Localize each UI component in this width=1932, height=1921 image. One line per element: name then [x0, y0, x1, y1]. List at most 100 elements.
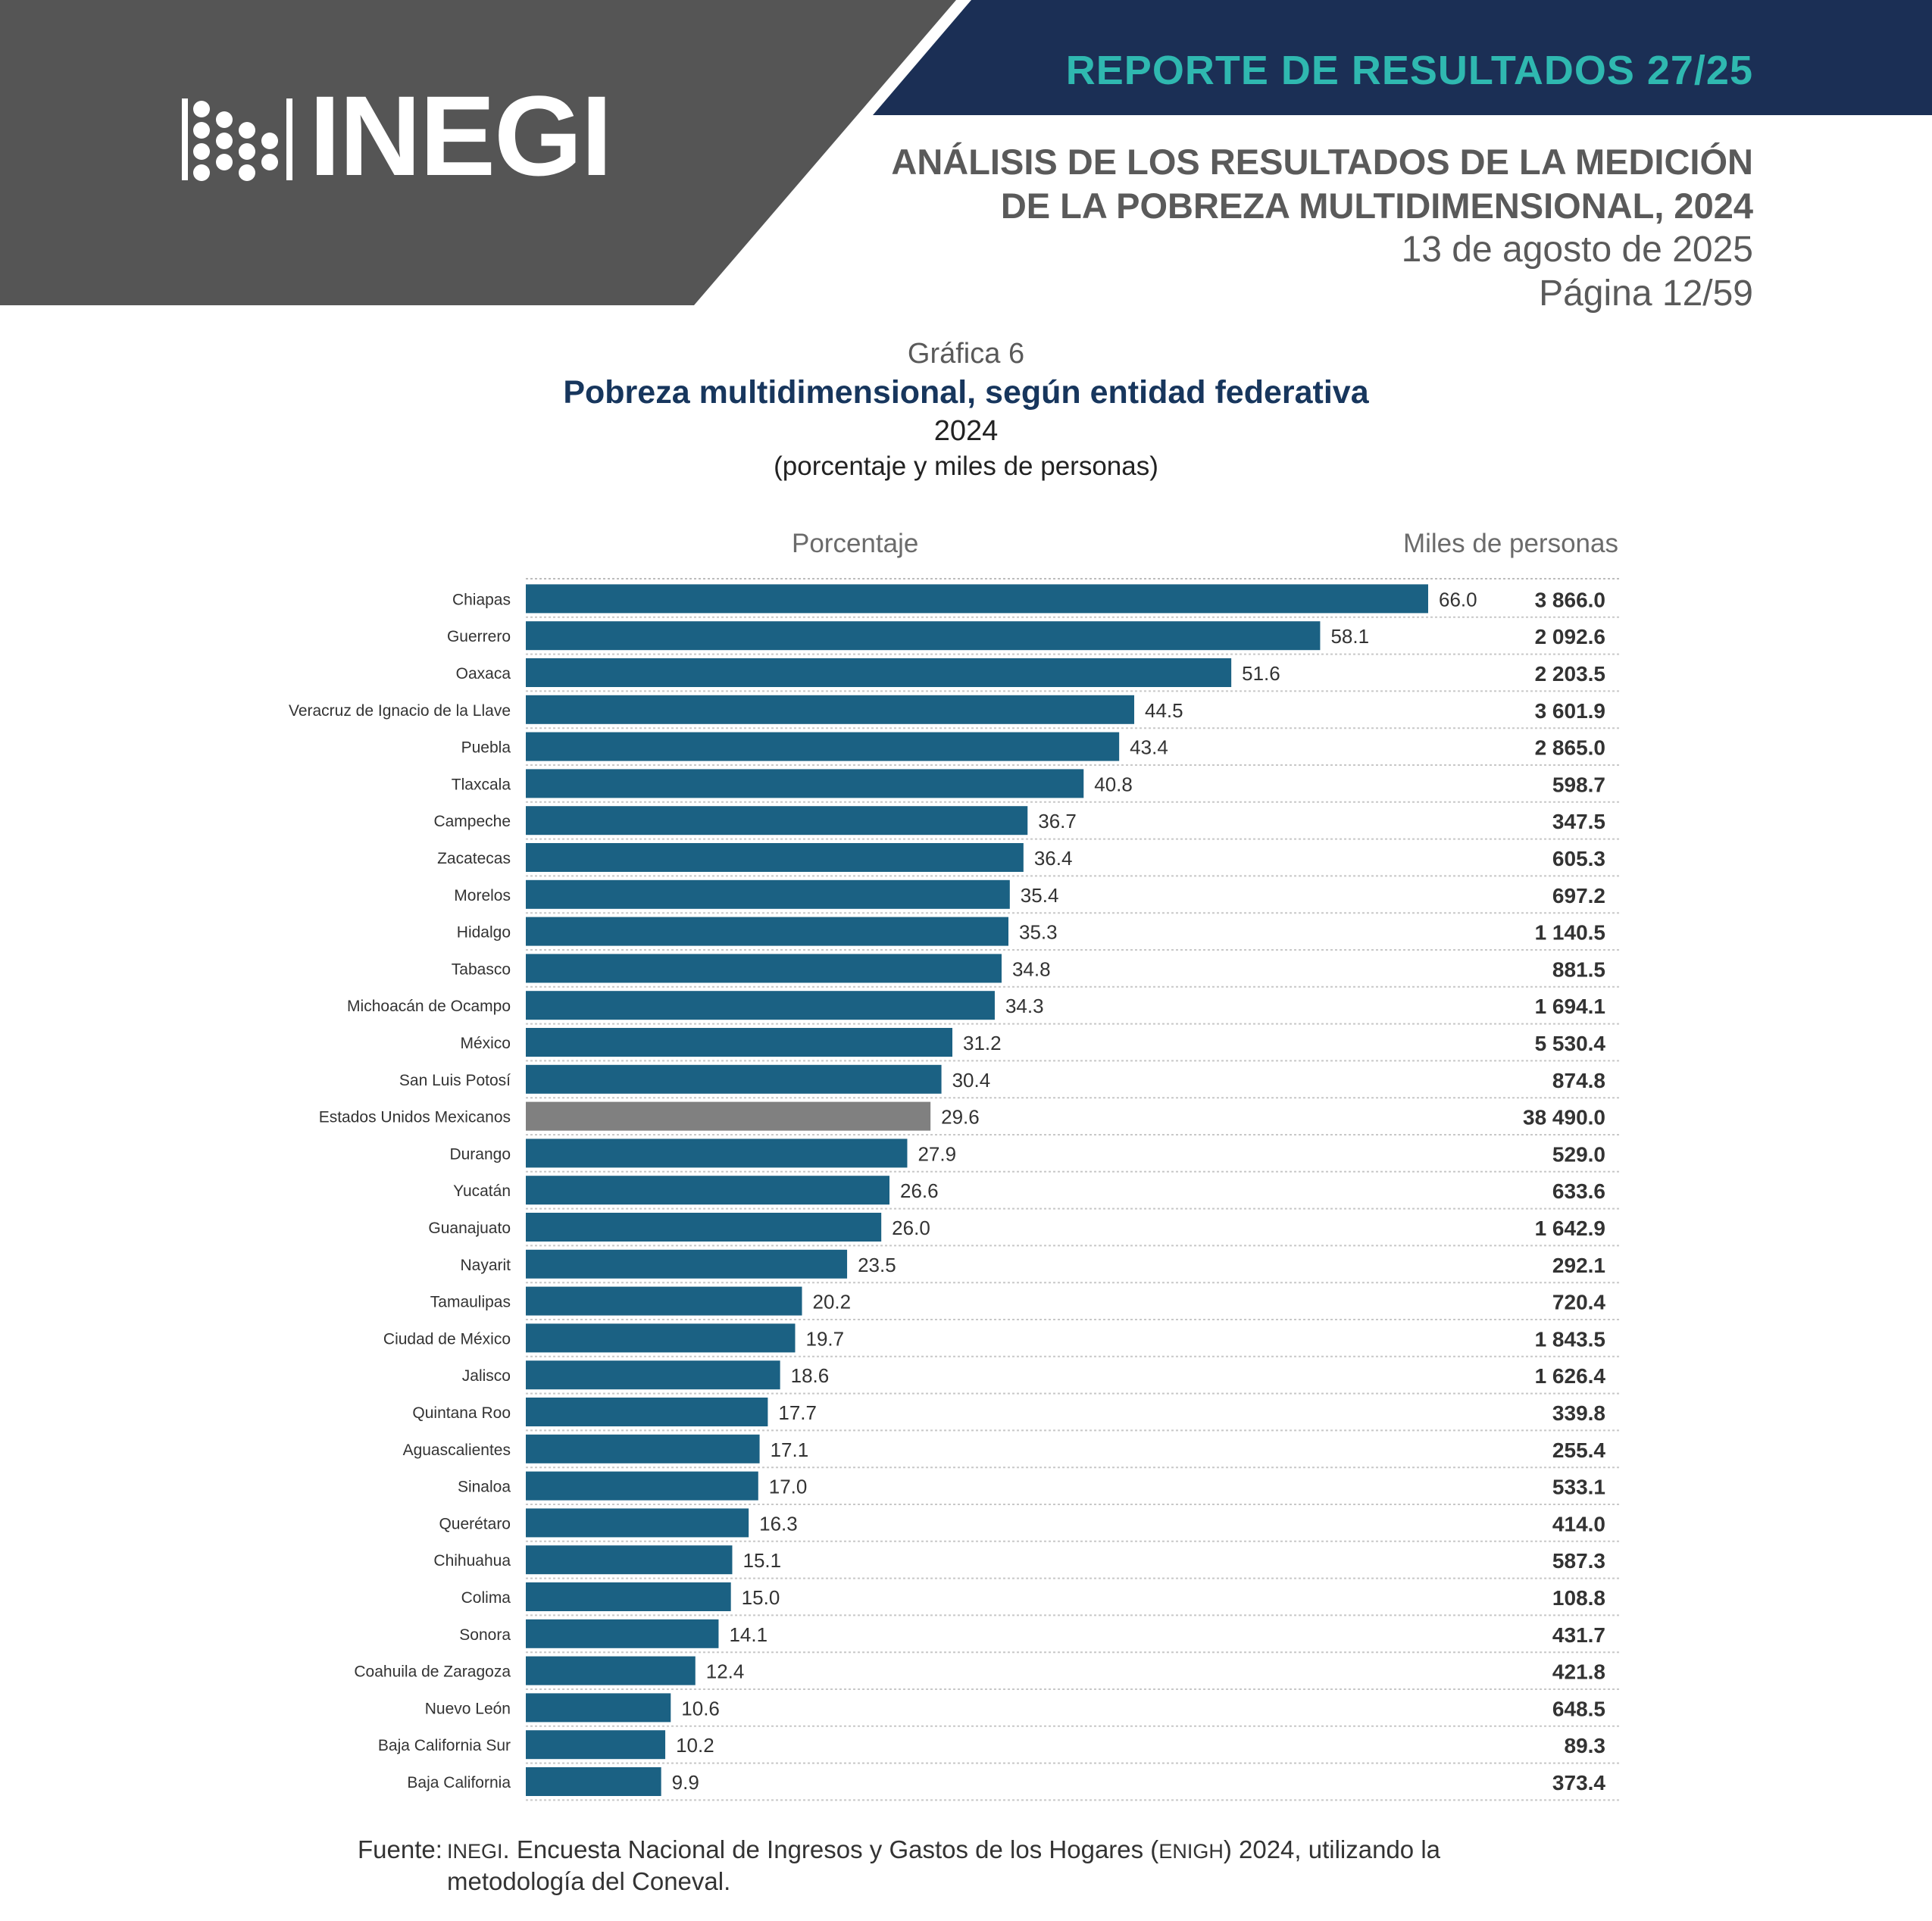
category-label: Tabasco	[452, 960, 511, 978]
category-label: Guerrero	[447, 628, 511, 645]
bar	[526, 879, 1010, 909]
percentage-label: 17.7	[778, 1401, 817, 1424]
bar	[526, 1323, 796, 1353]
category-label: Nayarit	[460, 1257, 511, 1274]
miles-label: 881.5	[1552, 957, 1605, 981]
percentage-label: 58.1	[1330, 625, 1369, 648]
category-label: Sonora	[459, 1626, 511, 1644]
miles-label: 1 642.9	[1535, 1217, 1605, 1240]
miles-label: 2 203.5	[1535, 662, 1605, 686]
percentage-label: 16.3	[759, 1512, 798, 1535]
navy-header-band	[873, 0, 1932, 115]
bar	[526, 1101, 931, 1131]
bar	[526, 1213, 882, 1242]
bar	[526, 1139, 908, 1168]
category-label: Durango	[449, 1145, 511, 1163]
percentage-label: 17.1	[771, 1438, 809, 1461]
miles-label: 292.1	[1552, 1254, 1605, 1277]
miles-label: 2 865.0	[1535, 736, 1605, 760]
category-label: Baja California	[407, 1774, 511, 1791]
bar	[526, 1176, 890, 1205]
bar	[526, 621, 1321, 651]
miles-label: 1 843.5	[1535, 1327, 1605, 1351]
miles-label: 3 866.0	[1535, 588, 1605, 611]
bar	[526, 695, 1135, 724]
chart-caption: Gráfica 6	[907, 338, 1025, 370]
percentage-label: 20.2	[813, 1291, 852, 1313]
category-label: Quintana Roo	[412, 1404, 511, 1422]
miles-label: 1 694.1	[1535, 995, 1605, 1018]
percentage-label: 26.0	[892, 1217, 930, 1239]
bar	[526, 732, 1120, 761]
percentage-label: 51.6	[1242, 662, 1280, 685]
percentage-label: 34.8	[1012, 957, 1051, 980]
category-label: Yucatán	[453, 1182, 511, 1200]
miles-label: 5 530.4	[1535, 1032, 1606, 1055]
miles-label: 431.7	[1552, 1623, 1605, 1647]
percentage-label: 36.4	[1034, 847, 1073, 870]
percentage-label: 44.5	[1145, 699, 1183, 722]
category-label: Baja California Sur	[378, 1737, 511, 1754]
bar	[526, 1767, 661, 1796]
percentage-label: 31.2	[963, 1032, 1002, 1054]
bar	[526, 1619, 719, 1648]
percentage-label: 19.7	[805, 1327, 844, 1350]
percentage-label: 14.1	[729, 1623, 767, 1646]
bar	[526, 1545, 733, 1575]
bar	[526, 1730, 666, 1760]
bar	[526, 1693, 671, 1723]
source-org: INEGI	[447, 1840, 503, 1863]
category-label: Morelos	[454, 887, 511, 904]
category-label: Ciudad de México	[383, 1330, 511, 1348]
chart-title: Pobreza multidimensional, según entidad …	[563, 374, 1369, 411]
percentage-label: 10.2	[676, 1734, 714, 1757]
miles-label: 605.3	[1552, 847, 1605, 870]
percentage-label: 66.0	[1439, 588, 1477, 611]
miles-label: 347.5	[1552, 810, 1605, 833]
category-label: San Luis Potosí	[399, 1072, 511, 1089]
chart-units: (porcentaje y miles de personas)	[774, 451, 1158, 481]
miles-label: 1 140.5	[1535, 921, 1605, 945]
bar	[526, 1471, 758, 1501]
report-title-line-2: DE LA POBREZA MULTIDIMENSIONAL, 2024	[1000, 186, 1753, 226]
miles-label: 720.4	[1552, 1291, 1605, 1314]
percentage-label: 18.6	[791, 1364, 830, 1387]
category-label: Veracruz de Ignacio de la Llave	[289, 702, 511, 720]
bar	[526, 1398, 768, 1426]
bar	[526, 1656, 696, 1685]
category-label: Tamaulipas	[430, 1294, 511, 1311]
page-number: Página 12/59	[1539, 273, 1753, 314]
percentage-label: 10.6	[681, 1697, 720, 1720]
percentage-label: 12.4	[706, 1660, 745, 1683]
bar	[526, 843, 1024, 872]
miles-label: 414.0	[1552, 1512, 1605, 1535]
source-text-a: . Encuesta Nacional de Ingresos y Gastos…	[502, 1835, 1159, 1863]
report-tag: REPORTE DE RESULTADOS 27/25	[1065, 48, 1753, 93]
bar	[526, 806, 1028, 836]
source-note: Fuente: INEGI. Encuesta Nacional de Ingre…	[358, 1835, 1608, 1897]
percentage-label: 17.0	[769, 1476, 808, 1498]
miles-label: 587.3	[1552, 1549, 1605, 1573]
miles-label: 2 092.6	[1535, 625, 1605, 648]
report-title-line-1: ANÁLISIS DE LOS RESULTADOS DE LA MEDICIÓ…	[891, 142, 1753, 182]
miles-label: 874.8	[1552, 1069, 1605, 1092]
category-label: Zacatecas	[437, 850, 511, 867]
gray-header-panel	[0, 0, 956, 305]
category-label: Michoacán de Ocampo	[347, 998, 511, 1015]
miles-label: 339.8	[1552, 1401, 1605, 1425]
inegi-logo-wordmark: INEGI	[309, 72, 612, 199]
miles-label: 373.4	[1552, 1771, 1605, 1794]
percentage-label: 40.8	[1094, 773, 1133, 795]
category-label: Campeche	[433, 813, 511, 830]
miles-label: 421.8	[1552, 1660, 1605, 1684]
category-label: México	[460, 1035, 511, 1052]
source-text-b: ) 2024, utilizando la	[1223, 1835, 1441, 1863]
percentage-label: 43.4	[1130, 736, 1168, 759]
inegi-logo: INEGI	[180, 79, 612, 192]
category-label: Puebla	[461, 739, 511, 757]
category-label: Chiapas	[452, 591, 511, 608]
bar	[526, 1028, 953, 1057]
category-label: Nuevo León	[425, 1700, 511, 1717]
percentage-label: 29.6	[941, 1106, 980, 1129]
